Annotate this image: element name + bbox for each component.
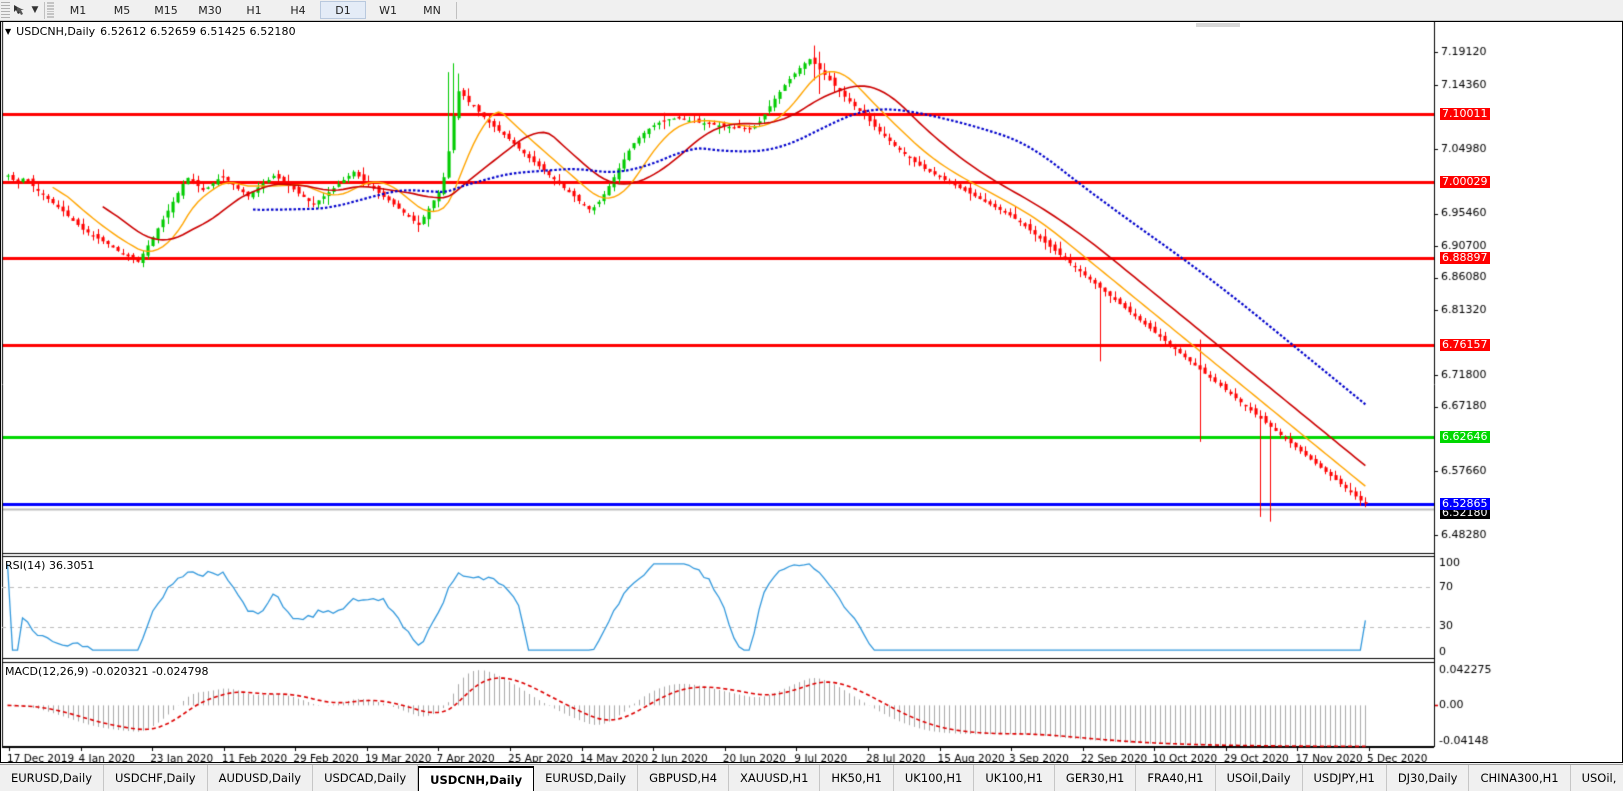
timeframe-h4[interactable]: H4 <box>276 1 320 19</box>
timeframe-h1[interactable]: H1 <box>232 1 276 19</box>
chart-tab-16[interactable]: CHINA300,H1 <box>1469 765 1571 791</box>
crosshair-cursor-icon[interactable] <box>10 1 28 19</box>
chart-window[interactable]: ▼ USDCNH,Daily 6.52612 6.52659 6.51425 6… <box>0 21 1623 763</box>
pane-resize-thumb[interactable] <box>1196 23 1240 27</box>
chart-tab-13[interactable]: USOil,Daily <box>1216 765 1303 791</box>
timeframe-m15[interactable]: M15 <box>144 1 188 19</box>
chart-tab-label: USDCHF,Daily <box>115 771 196 785</box>
timeframe-toolbar: ▼ M1 M5 M15 M30 H1 H4 D1 W1 MN <box>0 0 1623 21</box>
chart-ohlc-values: 6.52612 6.52659 6.51425 6.52180 <box>100 25 296 38</box>
chart-tab-list: EURUSD,Daily USDCHF,Daily AUDUSD,Daily USDC… <box>0 765 1623 791</box>
chart-tab-8[interactable]: HK50,H1 <box>820 765 894 791</box>
timeframe-m30[interactable]: M30 <box>188 1 232 19</box>
price-chart-canvas[interactable] <box>1 22 1622 762</box>
toolbar-drag-handle[interactable] <box>47 2 54 18</box>
timeframe-label: W1 <box>379 3 397 17</box>
chart-symbol-header: ▼ USDCNH,Daily 6.52612 6.52659 6.51425 6… <box>5 25 296 38</box>
chart-tab-14[interactable]: USDJPY,H1 <box>1303 765 1387 791</box>
timeframe-mn[interactable]: MN <box>410 1 454 19</box>
chart-tab-17[interactable]: USOil, <box>1571 765 1623 791</box>
chart-tab-label: AUDUSD,Daily <box>218 771 302 785</box>
chart-tab-9[interactable]: UK100,H1 <box>894 765 975 791</box>
price-marker-green: 6.62646 <box>1440 430 1490 444</box>
chart-tab-label: FRA40,H1 <box>1147 771 1204 785</box>
chart-tab-11[interactable]: GER30,H1 <box>1055 765 1137 791</box>
timeframe-label: MN <box>423 3 441 17</box>
toolbar-separator-end <box>456 1 457 19</box>
chart-tab-label: GBPUSD,H4 <box>649 771 718 785</box>
chevron-down-icon[interactable]: ▼ <box>5 26 12 36</box>
timeframe-label: D1 <box>335 3 351 17</box>
chart-tab-3[interactable]: USDCAD,Daily <box>313 765 419 791</box>
price-marker-red: 7.00029 <box>1440 175 1490 189</box>
toolbar-separator <box>44 1 45 19</box>
chart-tab-2[interactable]: AUDUSD,Daily <box>208 765 314 791</box>
chart-tab-label: DJ30,Daily <box>1397 771 1458 785</box>
price-marker-red: 6.76157 <box>1440 338 1490 352</box>
chart-tab-7[interactable]: XAUUSD,H1 <box>729 765 821 791</box>
timeframe-label: M1 <box>69 3 87 17</box>
price-marker-red: 6.88897 <box>1440 251 1490 265</box>
chart-symbol-name: USDCNH,Daily <box>16 25 96 38</box>
timeframe-label: M30 <box>198 3 222 17</box>
chevron-down-icon[interactable]: ▼ <box>31 5 39 15</box>
chart-tab-label: CHINA300,H1 <box>1480 771 1559 785</box>
chart-tab-label: UK100,H1 <box>985 771 1043 785</box>
rsi-indicator-label: RSI(14) 36.3051 <box>5 559 95 572</box>
chart-tab-label: USOil, <box>1581 771 1617 785</box>
timeframe-m5[interactable]: M5 <box>100 1 144 19</box>
timeframe-m1[interactable]: M1 <box>56 1 100 19</box>
price-marker-red: 7.10011 <box>1440 107 1490 121</box>
chart-tab-label: USDCNH,Daily <box>430 772 523 787</box>
macd-indicator-label: MACD(12,26,9) -0.020321 -0.024798 <box>5 665 209 678</box>
timeframe-w1[interactable]: W1 <box>366 1 410 19</box>
chart-tab-label: USDJPY,H1 <box>1313 771 1375 785</box>
price-marker-blue: 6.52865 <box>1440 497 1490 511</box>
chart-tab-1[interactable]: USDCHF,Daily <box>104 765 208 791</box>
chart-tab-bar: EURUSD,Daily USDCHF,Daily AUDUSD,Daily USDC… <box>0 764 1623 791</box>
timeframe-label: H1 <box>246 3 262 17</box>
chart-tab-label: USDCAD,Daily <box>324 771 407 785</box>
chart-tab-label: GER30,H1 <box>1065 771 1125 785</box>
chart-tab-label: XAUUSD,H1 <box>740 771 809 785</box>
timeframe-label: M15 <box>154 3 178 17</box>
chart-tab-10[interactable]: UK100,H1 <box>974 765 1055 791</box>
chart-tab-label: UK100,H1 <box>904 771 963 785</box>
chart-tab-label: EURUSD,Daily <box>11 771 92 785</box>
chart-tab-label: USOil,Daily <box>1226 771 1291 785</box>
timeframe-label: M5 <box>113 3 131 17</box>
chart-tab-label: HK50,H1 <box>831 771 882 785</box>
chart-tab-label: EURUSD,Daily <box>545 771 627 785</box>
timeframe-list: M1 M5 M15 M30 H1 H4 D1 W1 MN <box>56 1 454 19</box>
chart-tab-4[interactable]: USDCNH,Daily <box>418 766 535 791</box>
toolbar-grip[interactable] <box>1 2 10 18</box>
timeframe-label: H4 <box>290 3 306 17</box>
chart-tab-0[interactable]: EURUSD,Daily <box>0 765 104 791</box>
chart-tab-12[interactable]: FRA40,H1 <box>1136 765 1216 791</box>
chart-tab-15[interactable]: DJ30,Daily <box>1387 765 1470 791</box>
chart-tab-6[interactable]: GBPUSD,H4 <box>638 765 730 791</box>
chart-tab-5[interactable]: EURUSD,Daily <box>534 765 639 791</box>
timeframe-d1[interactable]: D1 <box>320 1 366 19</box>
